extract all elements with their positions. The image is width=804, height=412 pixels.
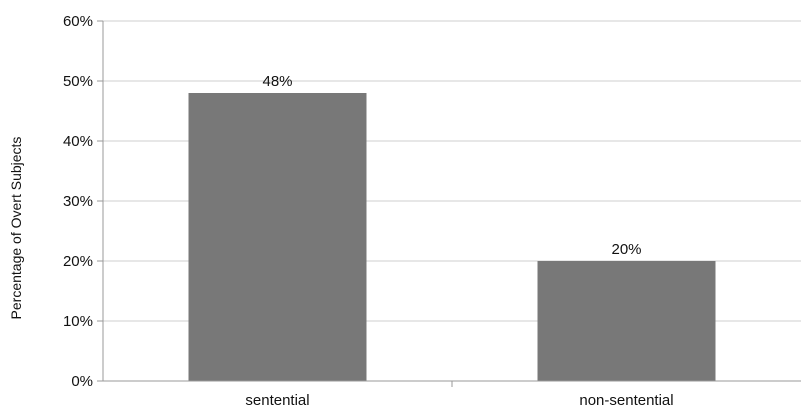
x-category-label: non-sentential <box>579 392 673 409</box>
y-tick-label: 10% <box>63 313 93 330</box>
y-tick-label: 60% <box>63 13 93 30</box>
x-axis-categories: sentential non-sentential <box>245 392 673 409</box>
bar-sentential <box>188 93 367 381</box>
bar-non-sentential <box>537 261 716 381</box>
x-category-label: sentential <box>245 392 309 409</box>
y-tick-label: 0% <box>71 373 93 390</box>
y-tick-label: 30% <box>63 193 93 210</box>
data-label: 48% <box>262 73 292 90</box>
bars <box>188 93 716 381</box>
y-axis-label: Percentage of Overt Subjects <box>8 137 24 320</box>
y-tick-label: 50% <box>63 73 93 90</box>
data-labels: 48% 20% <box>262 73 641 258</box>
y-axis-ticks: 0% 10% 20% 30% 40% 50% 60% <box>63 13 103 390</box>
axes <box>102 21 801 387</box>
data-label: 20% <box>611 241 641 258</box>
y-tick-label: 40% <box>63 133 93 150</box>
y-tick-label: 20% <box>63 253 93 270</box>
